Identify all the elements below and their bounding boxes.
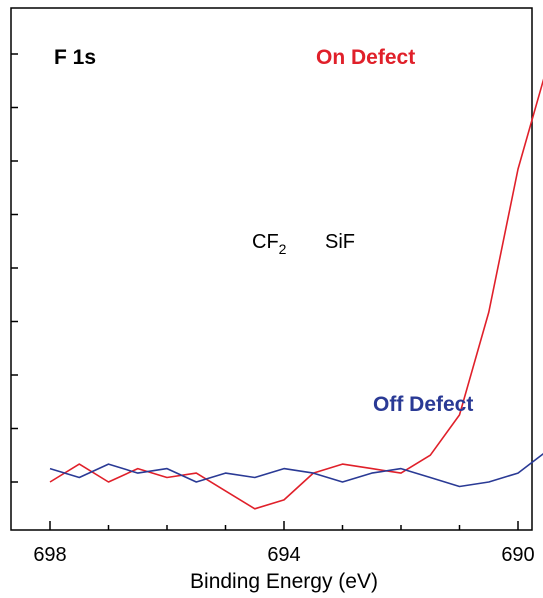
series-line-on-defect [49,78,543,510]
plot-frame [10,7,533,531]
series-line-off-defect [49,452,543,488]
chart-title: F 1s [54,46,96,69]
y-axis-ticks [11,53,18,483]
annotation-sif: SiF [325,231,355,253]
x-tick-label: 694 [267,544,300,566]
x-axis-label: Binding Energy (eV) [190,570,378,593]
x-axis: 698694690686682 [33,521,535,566]
series-label-off-defect: Off Defect [373,393,473,416]
series-lines [49,78,543,510]
series-label-on-defect: On Defect [316,46,415,69]
annotation-cf2: CF2 [252,231,287,257]
x-tick-label: 698 [33,544,66,566]
x-tick-label: 690 [501,544,534,566]
